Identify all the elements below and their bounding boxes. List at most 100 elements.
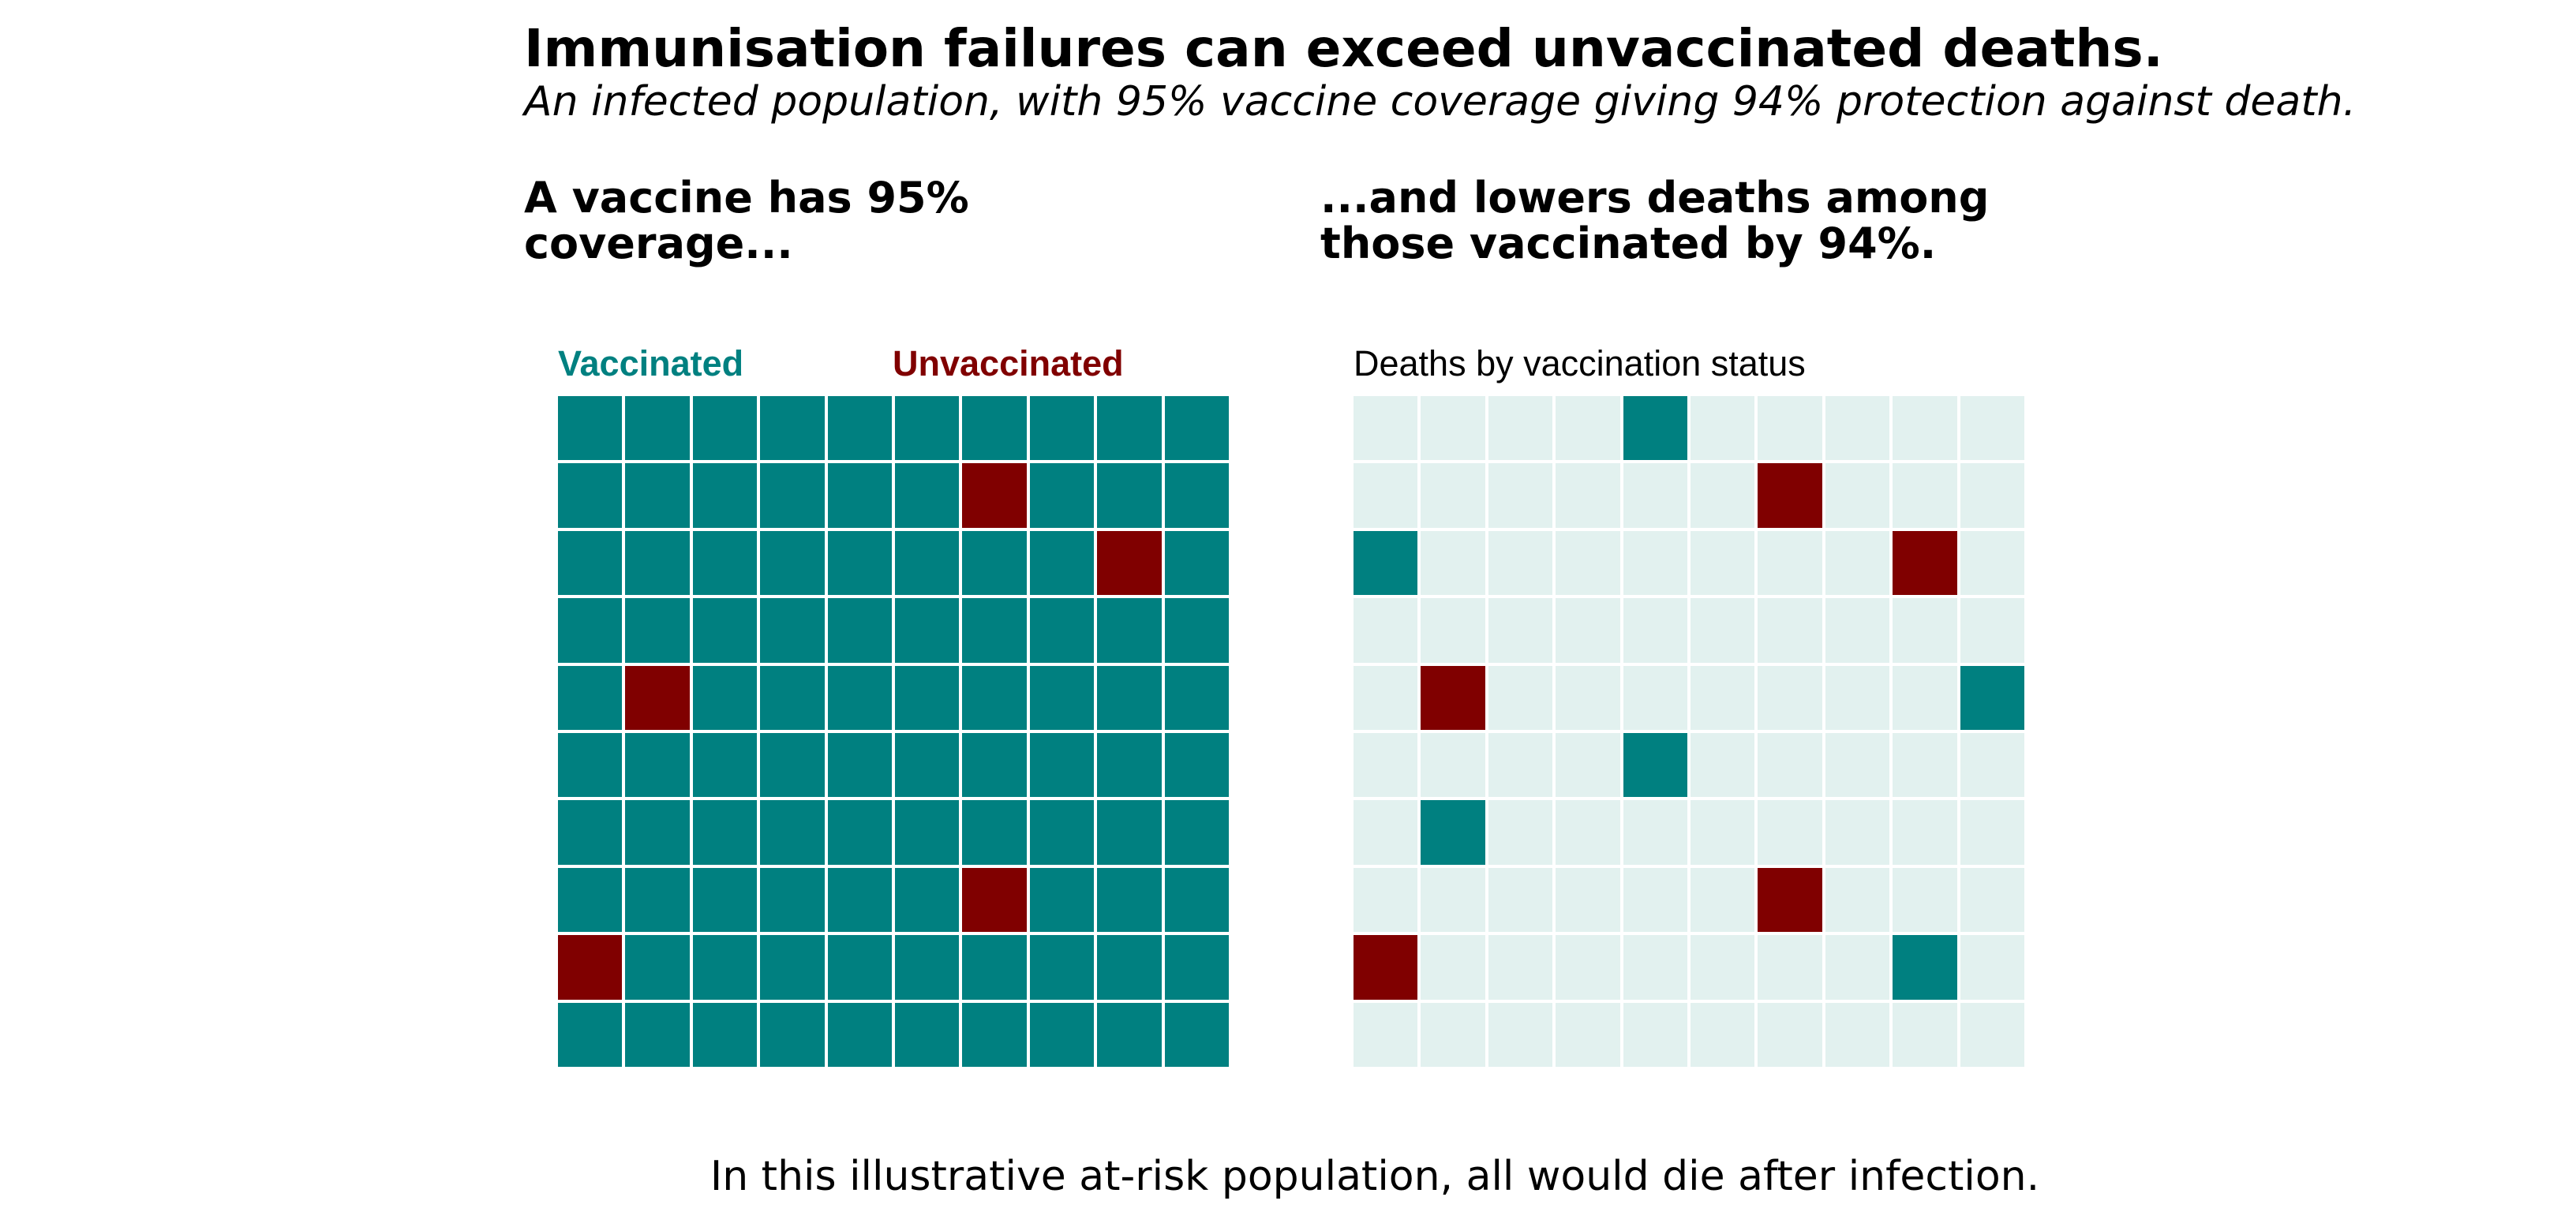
vaccinated-cell [760,935,825,1000]
footer-note-text: In this illustrative at-risk population,… [710,1153,2040,1200]
no-death-cell [1690,665,1755,730]
vaccinated-death-cell [1421,800,1485,865]
no-death-cell [1421,935,1485,1000]
no-death-cell [1825,463,1890,528]
no-death-cell [1354,867,1418,933]
vaccinated-cell [760,530,825,596]
no-death-cell [1488,733,1553,798]
no-death-cell [1488,867,1553,933]
no-death-cell [1488,665,1553,730]
no-death-cell [1488,800,1553,865]
no-death-cell [1758,665,1822,730]
vaccinated-cell [692,867,758,933]
vaccinated-cell [760,396,825,461]
no-death-cell [1488,1002,1553,1067]
no-death-cell [1556,935,1620,1000]
vaccinated-cell [1164,733,1229,798]
vaccinated-cell [895,530,960,596]
no-death-cell [1354,800,1418,865]
unvaccinated-death-cell [1758,867,1822,933]
vaccinated-cell [1097,1002,1162,1067]
left-panel-heading-line1: A vaccine has 95% [524,173,969,223]
unvaccinated-cell [558,935,623,1000]
right-panel-heading-line1: ...and lowers deaths among [1320,173,1990,223]
vaccinated-cell [827,935,892,1000]
vaccinated-cell [625,396,690,461]
no-death-cell [1556,800,1620,865]
no-death-cell [1960,935,2024,1000]
unvaccinated-death-cell [1354,935,1418,1000]
no-death-cell [1758,935,1822,1000]
vaccinated-cell [1029,463,1095,528]
vaccinated-cell [895,1002,960,1067]
no-death-cell [1354,396,1418,461]
vaccinated-death-cell [1893,935,1957,1000]
left-panel-heading: A vaccine has 95% coverage... [524,175,969,267]
vaccinated-cell [1029,733,1095,798]
vaccinated-cell [692,1002,758,1067]
vaccinated-cell [692,530,758,596]
vaccinated-cell [827,396,892,461]
no-death-cell [1690,800,1755,865]
no-death-cell [1690,598,1755,663]
vaccinated-cell [558,665,623,730]
vaccinated-cell [1029,598,1095,663]
vaccinated-cell [1029,530,1095,596]
no-death-cell [1825,800,1890,865]
no-death-cell [1758,396,1822,461]
vaccinated-cell [827,867,892,933]
deaths-waffle-grid [1354,396,2024,1067]
vaccinated-cell [1097,396,1162,461]
vaccinated-cell [962,800,1027,865]
coverage-waffle-grid [558,396,1229,1067]
no-death-cell [1556,1002,1620,1067]
vaccinated-cell [1029,935,1095,1000]
no-death-cell [1825,1002,1890,1067]
vaccinated-cell [692,463,758,528]
vaccinated-cell [558,598,623,663]
chart-title: Immunisation failures can exceed unvacci… [524,18,2163,79]
vaccinated-cell [895,598,960,663]
no-death-cell [1690,396,1755,461]
no-death-cell [1354,1002,1418,1067]
vaccinated-cell [692,396,758,461]
no-death-cell [1758,800,1822,865]
vaccinated-cell [558,733,623,798]
no-death-cell [1825,665,1890,730]
no-death-cell [1421,867,1485,933]
vaccinated-cell [1029,1002,1095,1067]
no-death-cell [1623,665,1687,730]
vaccinated-cell [1029,396,1095,461]
vaccinated-cell [625,598,690,663]
no-death-cell [1690,935,1755,1000]
vaccinated-cell [895,733,960,798]
vaccinated-cell [625,935,690,1000]
no-death-cell [1690,733,1755,798]
vaccinated-cell [962,1002,1027,1067]
no-death-cell [1690,1002,1755,1067]
vaccinated-cell [962,733,1027,798]
no-death-cell [1960,396,2024,461]
vaccinated-cell [895,867,960,933]
vaccinated-cell [895,935,960,1000]
unvaccinated-cell [625,665,690,730]
vaccinated-death-cell [1623,733,1687,798]
no-death-cell [1893,733,1957,798]
vaccinated-cell [558,800,623,865]
no-death-cell [1960,867,2024,933]
vaccinated-cell [760,1002,825,1067]
vaccinated-death-cell [1960,665,2024,730]
vaccinated-cell [1029,665,1095,730]
vaccinated-cell [962,665,1027,730]
no-death-cell [1623,800,1687,865]
unvaccinated-death-cell [1758,463,1822,528]
vaccinated-cell [760,463,825,528]
no-death-cell [1825,530,1890,596]
no-death-cell [1825,867,1890,933]
vaccinated-cell [692,733,758,798]
vaccinated-cell [895,665,960,730]
vaccinated-cell [625,463,690,528]
no-death-cell [1893,396,1957,461]
no-death-cell [1893,665,1957,730]
vaccinated-cell [962,530,1027,596]
